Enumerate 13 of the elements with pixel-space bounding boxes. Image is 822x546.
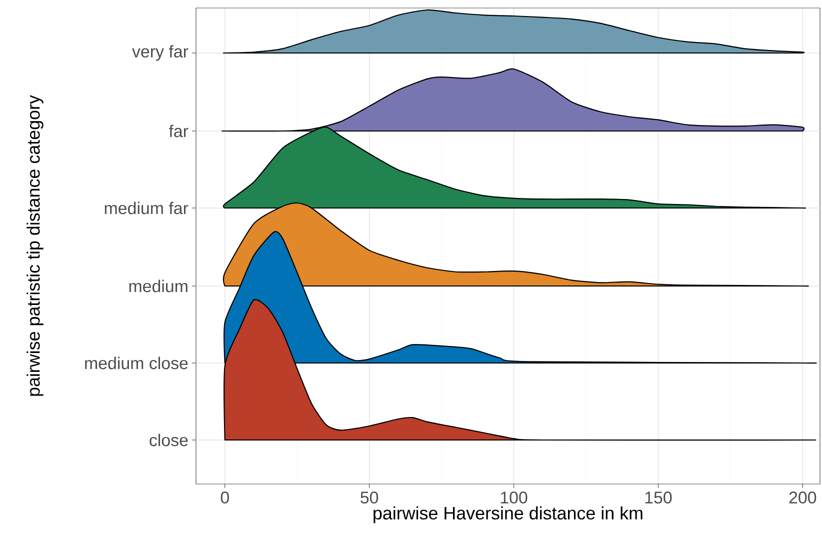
x-tick-label: 50 — [360, 492, 378, 504]
x-tick-label: 0 — [220, 492, 229, 504]
x-axis-title: pairwise Haversine distance in km — [374, 506, 642, 524]
y-axis-title: medium close — [85, 356, 188, 370]
y-axis-title: close — [150, 434, 188, 446]
y-axis-title: very far — [132, 45, 188, 61]
text: pairwise patristic tip distance category — [26, 95, 44, 396]
x-tick-label: 150 — [645, 492, 672, 504]
x-tick-label: 200 — [789, 492, 816, 504]
y-axis-title: medium far — [104, 202, 188, 214]
x-tick-label: 100 — [500, 492, 528, 504]
y-axis-title: medium — [129, 280, 188, 292]
y-axis-title: far — [168, 124, 188, 138]
